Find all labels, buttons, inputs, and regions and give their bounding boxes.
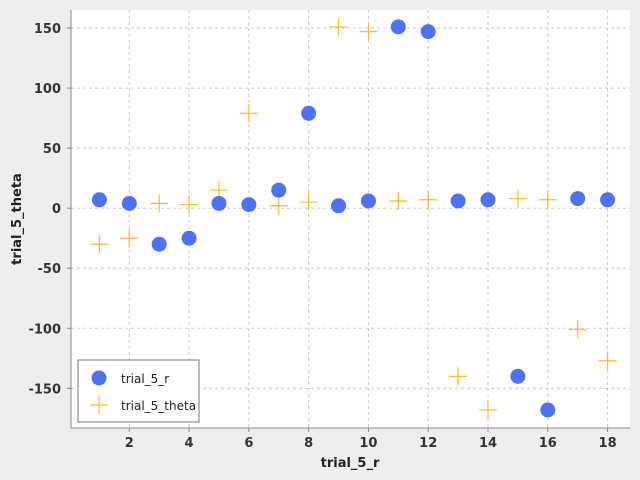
x-tick-label: 8 — [304, 436, 313, 451]
data-point-circle — [390, 19, 406, 35]
data-point-circle — [241, 197, 257, 213]
legend-label-trial-5-r: trial_5_r — [121, 372, 169, 386]
data-point-circle — [211, 195, 227, 211]
x-tick-label: 18 — [599, 436, 617, 451]
data-point-plus — [150, 194, 169, 213]
y-tick-label: 50 — [43, 142, 61, 157]
x-tick-label: 10 — [359, 436, 377, 451]
data-point-circle — [510, 368, 526, 384]
data-point-circle — [570, 191, 586, 207]
legend-box — [77, 359, 200, 423]
data-point-circle — [600, 192, 616, 208]
x-tick-label: 16 — [539, 436, 557, 451]
legend-label-trial-5-theta: trial_5_theta — [121, 399, 196, 413]
x-tick-label: 12 — [419, 436, 437, 451]
y-tick-label: -150 — [28, 382, 61, 397]
data-point-plus — [538, 190, 557, 209]
data-point-plus — [479, 400, 498, 419]
data-point-circle — [331, 198, 347, 214]
data-point-circle — [480, 192, 496, 208]
x-tick-label: 2 — [125, 436, 134, 451]
data-point-plus — [508, 189, 527, 208]
data-point-plus — [269, 196, 288, 215]
data-point-circle — [301, 105, 317, 121]
axes — [70, 10, 630, 429]
x-axis-title: trial_5_r — [321, 456, 380, 471]
data-point-plus — [389, 191, 408, 210]
data-point-circle — [91, 192, 107, 208]
legend: trial_5_r trial_5_theta — [77, 359, 200, 423]
data-point-plus — [120, 229, 139, 248]
data-point-circle — [121, 195, 137, 211]
y-axis-title: trial_5_theta — [10, 173, 25, 265]
data-point-circle — [271, 182, 287, 198]
data-point-circle — [540, 402, 556, 418]
data-point-plus — [329, 17, 348, 36]
data-point-plus — [568, 320, 587, 339]
plot-area — [71, 10, 630, 428]
data-point-circle — [360, 193, 376, 209]
y-tick-label: 0 — [52, 202, 61, 217]
data-point-circle — [450, 193, 466, 209]
data-points — [90, 17, 617, 419]
x-axis-ticks: 2 4 6 8 10 12 14 16 18 — [125, 428, 617, 451]
legend-marker-trial-5-theta — [90, 396, 108, 414]
legend-marker-trial-5-r — [91, 370, 107, 386]
data-point-plus — [598, 351, 617, 370]
data-point-plus — [419, 190, 438, 209]
data-point-plus — [180, 195, 199, 214]
data-point-plus — [299, 193, 318, 212]
y-tick-label: -50 — [38, 262, 62, 277]
x-tick-label: 14 — [479, 436, 497, 451]
data-point-circle — [420, 24, 436, 40]
y-tick-label: -100 — [28, 322, 61, 337]
data-point-plus — [239, 104, 258, 123]
x-tick-label: 4 — [185, 436, 194, 451]
y-tick-label: 150 — [34, 22, 61, 37]
y-axis-ticks: -150 -100 -50 0 50 100 150 — [28, 22, 71, 397]
data-point-plus — [359, 22, 378, 41]
data-point-circle — [151, 236, 167, 252]
x-tick-label: 6 — [244, 436, 253, 451]
data-point-plus — [90, 235, 109, 254]
data-point-circle — [181, 230, 197, 246]
y-tick-label: 100 — [34, 82, 61, 97]
data-point-plus — [449, 367, 468, 386]
